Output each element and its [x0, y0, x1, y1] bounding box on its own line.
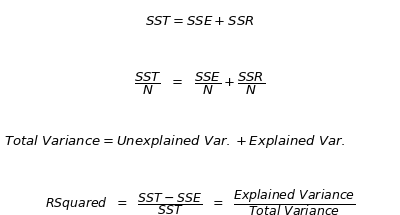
Text: $\mathbf{\mathit{\dfrac{SST}{N} \ \ = \ \ \dfrac{SSE}{N} + \dfrac{SSR}{N}}}$: $\mathbf{\mathit{\dfrac{SST}{N} \ \ = \ …: [134, 71, 266, 97]
Text: $\mathbf{\mathit{SST = SSE + SSR}}$: $\mathbf{\mathit{SST = SSE + SSR}}$: [145, 15, 255, 28]
Text: $\mathbf{\mathit{Total\ Variance = Unexplained\ Var.+Explained\ Var.}}$: $\mathbf{\mathit{Total\ Variance = Unexp…: [4, 133, 346, 150]
Text: $\mathbf{\mathit{RSquared \ \ = \ \ \dfrac{SST - SSE}{SST} \ \ = \ \ \dfrac{Expl: $\mathbf{\mathit{RSquared \ \ = \ \ \dfr…: [45, 187, 355, 215]
